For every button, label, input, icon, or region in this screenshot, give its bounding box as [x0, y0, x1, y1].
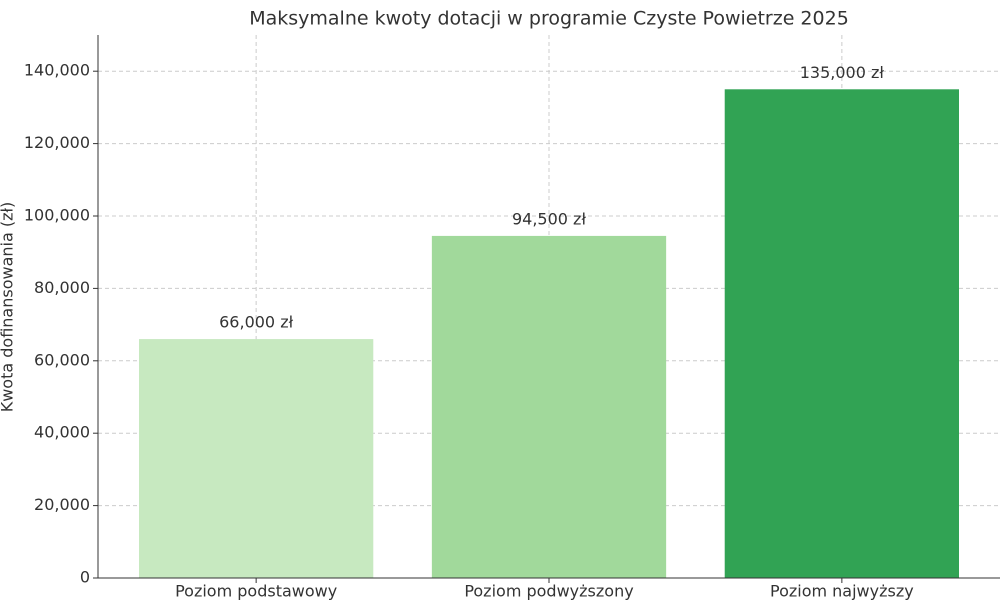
bar — [724, 89, 959, 579]
value-label: 135,000 zł — [800, 63, 885, 82]
y-tick-label: 100,000 — [24, 206, 90, 225]
y-tick-label: 40,000 — [34, 423, 90, 442]
value-label: 94,500 zł — [512, 209, 586, 228]
y-tick-label: 0 — [80, 568, 90, 587]
x-tick-label: Poziom podstawowy — [175, 582, 337, 601]
y-tick-label: 120,000 — [24, 133, 90, 152]
bar — [431, 235, 667, 578]
chart-title: Maksymalne kwoty dotacji w programie Czy… — [249, 8, 849, 30]
y-tick-label: 20,000 — [34, 495, 90, 514]
x-tick-label: Poziom najwyższy — [770, 582, 914, 601]
y-tick-label: 60,000 — [34, 350, 90, 369]
y-tick-label: 140,000 — [24, 61, 90, 80]
y-axis-label: Kwota dofinansowania (zł) — [0, 202, 17, 413]
x-tick-label: Poziom podwyższony — [464, 582, 633, 601]
bar — [139, 339, 374, 578]
value-label: 66,000 zł — [219, 313, 293, 332]
y-tick-label: 80,000 — [34, 278, 90, 297]
